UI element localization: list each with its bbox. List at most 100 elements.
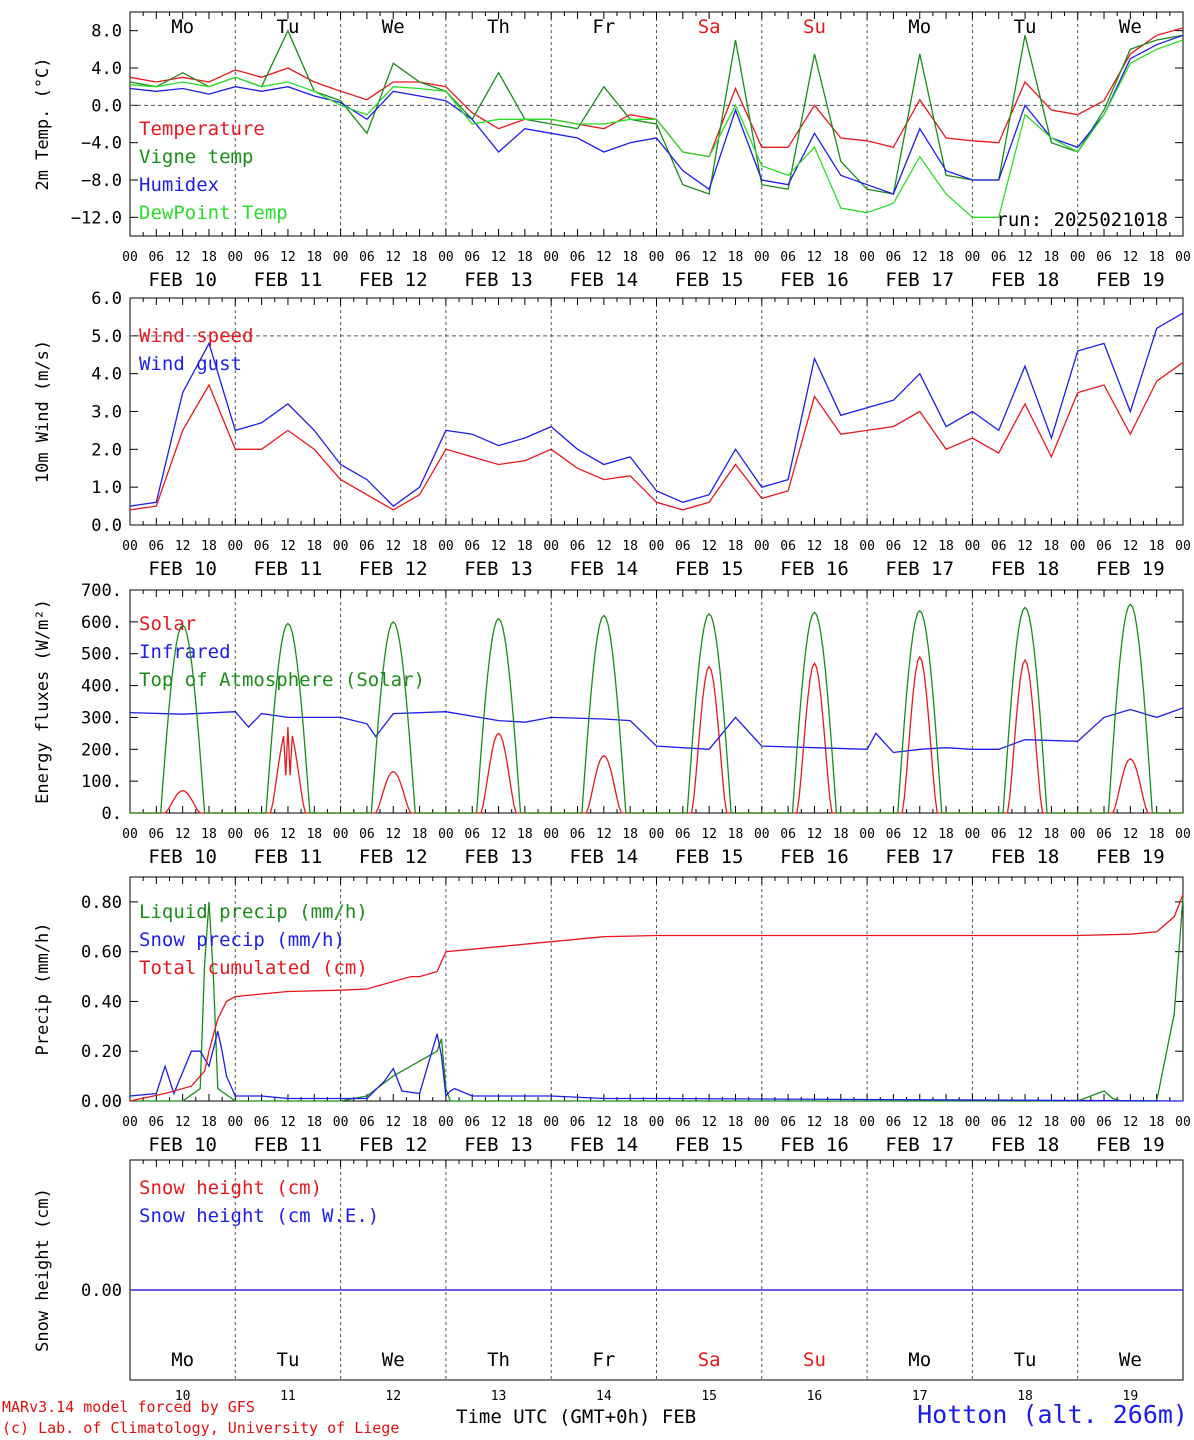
hour-tick-label: 00 (649, 827, 665, 842)
legend-entry: Liquid precip (mm/h) (139, 901, 368, 923)
hour-tick-label: 18 (622, 1115, 638, 1130)
day-number-label: 10 (175, 1389, 191, 1404)
date-label: FEB 19 (1096, 1134, 1165, 1156)
hour-tick-label: 12 (912, 539, 928, 554)
day-number-label: 12 (385, 1389, 401, 1404)
hour-tick-label: 18 (412, 539, 428, 554)
weekday-label: We (1119, 1349, 1142, 1371)
legend-entry: Solar (139, 613, 196, 635)
day-number-label: 11 (280, 1389, 296, 1404)
weekday-label: Mo (908, 1349, 931, 1371)
date-label: FEB 10 (148, 1134, 217, 1156)
hour-tick-label: 00 (543, 827, 559, 842)
hour-tick-label: 00 (333, 250, 349, 265)
hour-tick-label: 18 (517, 539, 533, 554)
hour-tick-label: 12 (596, 539, 612, 554)
hour-tick-label: 12 (1123, 539, 1139, 554)
y-tick-label: 100. (81, 772, 122, 792)
hour-tick-label: 06 (991, 250, 1007, 265)
weekday-label: We (1119, 16, 1142, 38)
hour-tick-label: 18 (833, 1115, 849, 1130)
hour-tick-label: 06 (254, 250, 270, 265)
day-number-label: 18 (1017, 1389, 1033, 1404)
weekday-label: Tu (277, 16, 300, 38)
hour-tick-label: 06 (148, 1115, 164, 1130)
model-credit: MARv3.14 model forced by GFS (2, 1398, 255, 1416)
series-line-snow-precip-mm-h- (129, 1031, 1184, 1102)
hour-tick-label: 18 (938, 539, 954, 554)
hour-tick-label: 00 (227, 250, 243, 265)
weekday-label: Su (803, 16, 826, 38)
hour-tick-label: 18 (201, 1115, 217, 1130)
legend-entry: Snow precip (mm/h) (139, 929, 345, 951)
hour-tick-label: 12 (596, 1115, 612, 1130)
hour-tick-label: 18 (306, 827, 322, 842)
legend-entry: Humidex (139, 174, 219, 196)
date-label: FEB 15 (675, 846, 744, 868)
hour-tick-label: 18 (728, 827, 744, 842)
hour-tick-label: 18 (201, 827, 217, 842)
y-axis-label: 10m Wind (m/s) (33, 340, 53, 483)
hour-tick-label: 00 (965, 539, 981, 554)
hour-tick-label: 18 (833, 827, 849, 842)
hour-tick-label: 18 (201, 250, 217, 265)
y-tick-label: 500. (81, 645, 122, 665)
hour-tick-label: 12 (491, 1115, 507, 1130)
y-tick-label: 300. (81, 708, 122, 728)
y-tick-label: 0.40 (81, 992, 122, 1012)
hour-tick-label: 00 (859, 539, 875, 554)
hour-tick-label: 00 (754, 250, 770, 265)
hour-tick-label: 12 (175, 250, 191, 265)
hour-tick-label: 00 (333, 539, 349, 554)
date-label: FEB 18 (991, 558, 1060, 580)
hour-tick-label: 18 (201, 539, 217, 554)
hour-tick-label: 12 (807, 827, 823, 842)
weekday-label: Sa (698, 16, 721, 38)
date-label: FEB 13 (464, 1134, 533, 1156)
date-label: FEB 16 (780, 558, 849, 580)
hour-tick-label: 18 (622, 250, 638, 265)
station-name: Hotton (alt. 266m) (917, 1400, 1188, 1429)
date-label: FEB 17 (885, 846, 954, 868)
hour-tick-label: 00 (1175, 827, 1191, 842)
y-tick-label: 0.80 (81, 893, 122, 913)
legend-entry: Vigne temp (139, 146, 253, 168)
date-label: FEB 13 (464, 558, 533, 580)
hour-tick-label: 06 (991, 1115, 1007, 1130)
hour-tick-label: 18 (306, 1115, 322, 1130)
date-label: FEB 17 (885, 269, 954, 291)
hour-tick-label: 18 (1044, 250, 1060, 265)
weekday-label: Mo (908, 16, 931, 38)
date-label: FEB 19 (1096, 558, 1165, 580)
hour-tick-label: 06 (570, 827, 586, 842)
hour-tick-label: 00 (227, 827, 243, 842)
series-line-dewpoint-temp (129, 39, 1184, 218)
legend-entry: Total cumulated (cm) (139, 957, 368, 979)
hour-tick-label: 12 (1017, 1115, 1033, 1130)
hour-tick-label: 00 (859, 1115, 875, 1130)
y-axis-label: 2m Temp. (°C) (33, 57, 53, 190)
hour-tick-label: 12 (175, 539, 191, 554)
date-label: FEB 17 (885, 1134, 954, 1156)
legend-entry: Snow height (cm W.E.) (139, 1205, 379, 1227)
date-label: FEB 10 (148, 558, 217, 580)
hour-tick-label: 18 (622, 539, 638, 554)
hour-tick-label: 00 (1070, 539, 1086, 554)
date-label: FEB 19 (1096, 846, 1165, 868)
weekday-label: Mo (171, 16, 194, 38)
hour-tick-label: 06 (570, 539, 586, 554)
hour-tick-label: 00 (649, 250, 665, 265)
date-label: FEB 14 (570, 1134, 639, 1156)
legend-entry: Top of Atmosphere (Solar) (139, 669, 425, 691)
hour-tick-label: 18 (517, 827, 533, 842)
time-axis-label: Time UTC (GMT+0h) FEB (456, 1406, 697, 1428)
hour-tick-label: 12 (912, 827, 928, 842)
hour-tick-label: 06 (675, 539, 691, 554)
date-label: FEB 14 (570, 846, 639, 868)
weekday-label: Th (487, 16, 510, 38)
weekday-label: Sa (698, 1349, 721, 1371)
series-line-top-of-atmosphere-solar- (130, 603, 1183, 814)
date-label: FEB 12 (359, 269, 428, 291)
hour-tick-label: 06 (886, 1115, 902, 1130)
hour-tick-label: 18 (1149, 539, 1165, 554)
